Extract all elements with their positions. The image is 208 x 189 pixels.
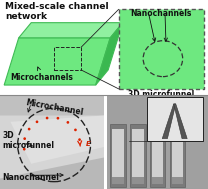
Polygon shape bbox=[162, 104, 176, 139]
Bar bbox=[152, 129, 163, 184]
Polygon shape bbox=[10, 115, 104, 164]
Polygon shape bbox=[96, 23, 123, 85]
Bar bbox=[172, 129, 183, 184]
Text: Nanochannels: Nanochannels bbox=[130, 9, 192, 18]
Polygon shape bbox=[4, 38, 110, 85]
Bar bbox=[54, 47, 81, 70]
Bar bbox=[110, 124, 126, 187]
Circle shape bbox=[78, 138, 81, 141]
Text: 3D
microfunnel: 3D microfunnel bbox=[2, 131, 54, 150]
Bar bbox=[0, 94, 104, 189]
Circle shape bbox=[67, 121, 69, 124]
Text: Microchannel: Microchannel bbox=[25, 98, 84, 117]
Polygon shape bbox=[0, 94, 104, 122]
Circle shape bbox=[57, 117, 59, 120]
Bar bbox=[119, 9, 204, 89]
Circle shape bbox=[23, 137, 26, 140]
Bar bbox=[150, 124, 165, 187]
Circle shape bbox=[46, 117, 48, 119]
Text: 3D microfunnel: 3D microfunnel bbox=[128, 90, 194, 99]
Circle shape bbox=[28, 128, 31, 130]
Text: Nanochannel: Nanochannel bbox=[2, 173, 59, 182]
Bar bbox=[130, 124, 146, 187]
Bar bbox=[170, 124, 185, 187]
Bar bbox=[152, 177, 163, 184]
Polygon shape bbox=[0, 115, 104, 178]
Bar bbox=[112, 177, 124, 184]
Bar bbox=[147, 97, 203, 141]
Bar bbox=[172, 177, 183, 184]
Bar bbox=[132, 177, 144, 184]
Bar bbox=[132, 129, 144, 184]
Polygon shape bbox=[174, 104, 187, 139]
Bar bbox=[112, 129, 124, 184]
Text: Mixed-scale channel
network: Mixed-scale channel network bbox=[5, 2, 109, 21]
Bar bbox=[107, 94, 208, 189]
Text: E: E bbox=[86, 141, 91, 147]
Polygon shape bbox=[19, 23, 123, 38]
Circle shape bbox=[23, 148, 26, 150]
Text: Microchannels: Microchannels bbox=[10, 67, 73, 82]
Circle shape bbox=[74, 129, 77, 131]
Circle shape bbox=[36, 120, 38, 123]
